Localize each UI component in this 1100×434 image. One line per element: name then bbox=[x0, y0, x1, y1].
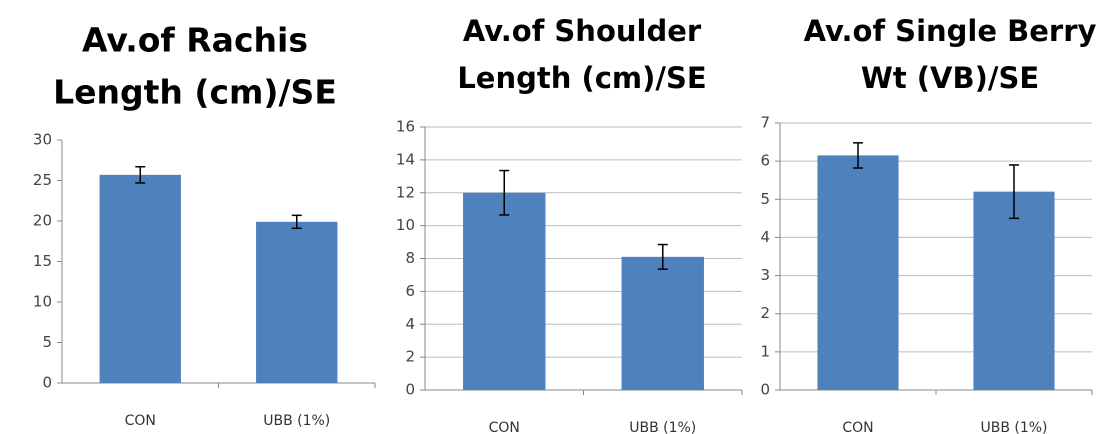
bar bbox=[973, 191, 1055, 390]
chart-title: Av.of Rachis bbox=[82, 21, 308, 60]
y-tick-label: 2 bbox=[760, 304, 770, 322]
bar bbox=[99, 174, 181, 383]
y-tick-label: 4 bbox=[405, 315, 415, 333]
y-tick-label: 6 bbox=[405, 282, 415, 300]
y-tick-label: 0 bbox=[760, 381, 770, 399]
y-tick-label: 3 bbox=[760, 266, 770, 284]
y-tick-label: 16 bbox=[396, 118, 415, 136]
y-tick-label: 6 bbox=[760, 152, 770, 170]
chart-title: Wt (VB)/SE bbox=[861, 61, 1039, 95]
bar bbox=[256, 221, 338, 383]
x-tick-label: UBB (1%) bbox=[980, 420, 1047, 434]
x-tick-label: CON bbox=[489, 420, 520, 434]
y-tick-label: 25 bbox=[33, 171, 52, 189]
y-tick-label: 4 bbox=[760, 228, 770, 246]
y-tick-label: 5 bbox=[760, 190, 770, 208]
y-tick-label: 0 bbox=[405, 381, 415, 399]
y-tick-label: 7 bbox=[760, 114, 770, 132]
x-tick-label: CON bbox=[842, 420, 873, 434]
y-tick-label: 14 bbox=[396, 150, 415, 168]
chart-title: Av.of Shoulder bbox=[463, 14, 702, 48]
y-tick-label: 5 bbox=[42, 333, 52, 351]
y-tick-label: 0 bbox=[42, 374, 52, 392]
bar bbox=[463, 192, 546, 390]
y-tick-label: 1 bbox=[760, 342, 770, 360]
y-tick-label: 15 bbox=[33, 252, 52, 270]
bar bbox=[817, 155, 899, 390]
chart-title: Av.of Single Berry bbox=[804, 14, 1097, 48]
y-tick-label: 2 bbox=[405, 348, 415, 366]
y-tick-label: 20 bbox=[33, 212, 52, 230]
bar bbox=[621, 256, 704, 390]
y-tick-label: 30 bbox=[33, 131, 52, 149]
chart-title: Length (cm)/SE bbox=[457, 61, 706, 95]
y-tick-label: 8 bbox=[405, 249, 415, 267]
x-tick-label: UBB (1%) bbox=[263, 413, 330, 429]
y-tick-label: 12 bbox=[396, 183, 415, 201]
y-tick-label: 10 bbox=[33, 293, 52, 311]
y-tick-label: 10 bbox=[396, 216, 415, 234]
x-tick-label: CON bbox=[125, 413, 156, 429]
x-tick-label: UBB (1%) bbox=[629, 420, 696, 434]
chart-title: Length (cm)/SE bbox=[53, 73, 337, 112]
